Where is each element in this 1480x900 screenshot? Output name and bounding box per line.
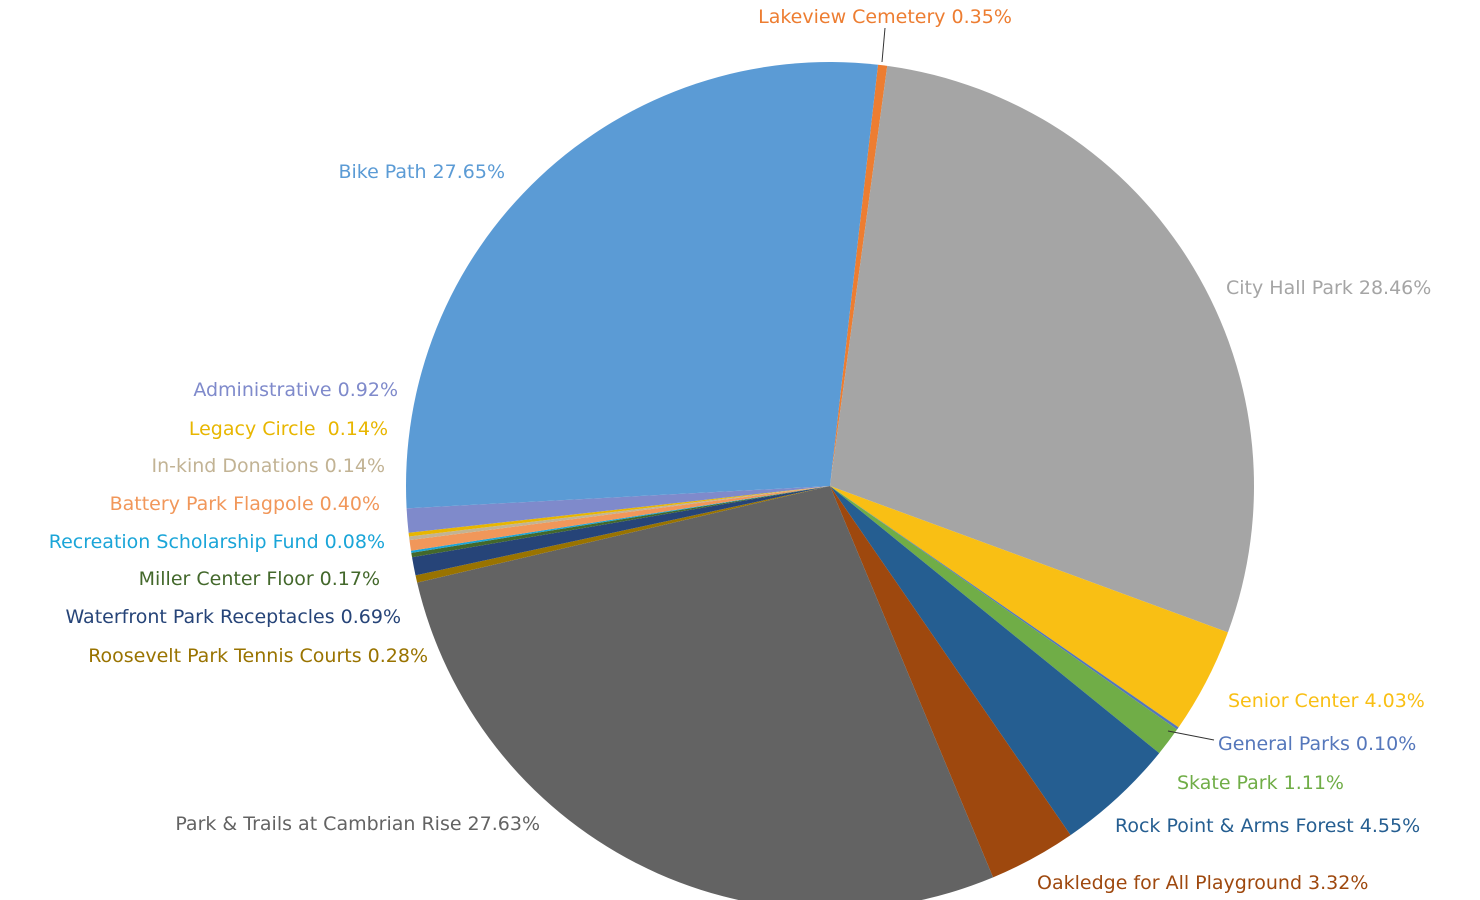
pie-slice [412, 486, 830, 576]
slice-label: General Parks 0.10% [1218, 733, 1416, 755]
slice-label: Bike Path 27.65% [338, 161, 505, 183]
category-name: Bike Path [338, 161, 426, 183]
slice-label: Rock Point & Arms Forest 4.55% [1115, 815, 1420, 837]
category-name: Miller Center Floor [139, 568, 314, 590]
value-label: 4.55% [1360, 815, 1420, 837]
leader-line [1167, 730, 1215, 741]
slice-label: Recreation Scholarship Fund 0.08% [49, 531, 385, 553]
slice-label: Roosevelt Park Tennis Courts 0.28% [88, 645, 428, 667]
pie-slice [406, 486, 830, 533]
value-label: 0.92% [338, 379, 398, 401]
slice-label: City Hall Park 28.46% [1226, 277, 1431, 299]
pie-slice [408, 486, 830, 537]
category-name: Waterfront Park Receptacles [65, 606, 334, 628]
category-name: Recreation Scholarship Fund [49, 531, 319, 553]
category-name: Legacy Circle [189, 418, 322, 440]
pie-slice [409, 486, 830, 551]
pie-slice [415, 486, 830, 583]
slice-label: Park & Trails at Cambrian Rise 27.63% [175, 813, 540, 835]
value-label: 0.40% [320, 493, 380, 515]
pie-slice [406, 62, 878, 509]
value-label: 0.14% [325, 455, 385, 477]
pie-slice [830, 486, 1179, 730]
value-label: 27.65% [433, 161, 505, 183]
category-name: Oakledge for All Playground [1037, 872, 1302, 894]
value-label: 28.46% [1359, 277, 1431, 299]
pie-slice [830, 486, 1228, 728]
category-name: Senior Center [1228, 690, 1359, 712]
category-name: Lakeview Cemetery [758, 6, 945, 28]
category-name: General Parks [1218, 733, 1350, 755]
slices [406, 62, 1254, 900]
slice-label: Miller Center Floor 0.17% [139, 568, 380, 590]
value-label: 0.28% [368, 645, 428, 667]
slice-label: Legacy Circle 0.14% [189, 418, 388, 440]
pie-slice [830, 486, 1160, 836]
value-label: 3.32% [1308, 872, 1368, 894]
value-label: 0.69% [341, 606, 401, 628]
slice-label: Lakeview Cemetery 0.35% [758, 6, 1012, 28]
pie-slice [411, 486, 830, 558]
leader-line [881, 27, 886, 63]
category-name: In-kind Donations [151, 455, 318, 477]
category-name: Skate Park [1177, 772, 1278, 794]
value-label: 0.14% [328, 418, 388, 440]
pie-slice [830, 486, 1178, 754]
value-label: 0.17% [320, 568, 380, 590]
value-label: 0.08% [325, 531, 385, 553]
value-label: 0.10% [1356, 733, 1416, 755]
category-name: Administrative [193, 379, 331, 401]
slice-label: Battery Park Flagpole 0.40% [110, 493, 380, 515]
value-label: 1.11% [1284, 772, 1344, 794]
slice-label: Skate Park 1.11% [1177, 772, 1344, 794]
slice-label: Oakledge for All Playground 3.32% [1037, 872, 1368, 894]
slice-label: Administrative 0.92% [193, 379, 398, 401]
pie-slice [830, 486, 1071, 878]
category-name: Park & Trails at Cambrian Rise [175, 813, 461, 835]
slice-label: In-kind Donations 0.14% [151, 455, 385, 477]
pie-slice [410, 486, 830, 553]
pie-slice [830, 64, 888, 487]
category-name: Rock Point & Arms Forest [1115, 815, 1354, 837]
value-label: 0.35% [952, 6, 1012, 28]
category-name: Battery Park Flagpole [110, 493, 314, 515]
pie-slice [417, 486, 994, 900]
slice-label: Waterfront Park Receptacles 0.69% [65, 606, 401, 628]
category-name: Roosevelt Park Tennis Courts [88, 645, 361, 667]
value-label: 27.63% [468, 813, 540, 835]
pie-slice [830, 65, 1254, 633]
slice-label: Senior Center 4.03% [1228, 690, 1425, 712]
pie-slice [409, 486, 830, 541]
category-name: City Hall Park [1226, 277, 1353, 299]
value-label: 4.03% [1365, 690, 1425, 712]
